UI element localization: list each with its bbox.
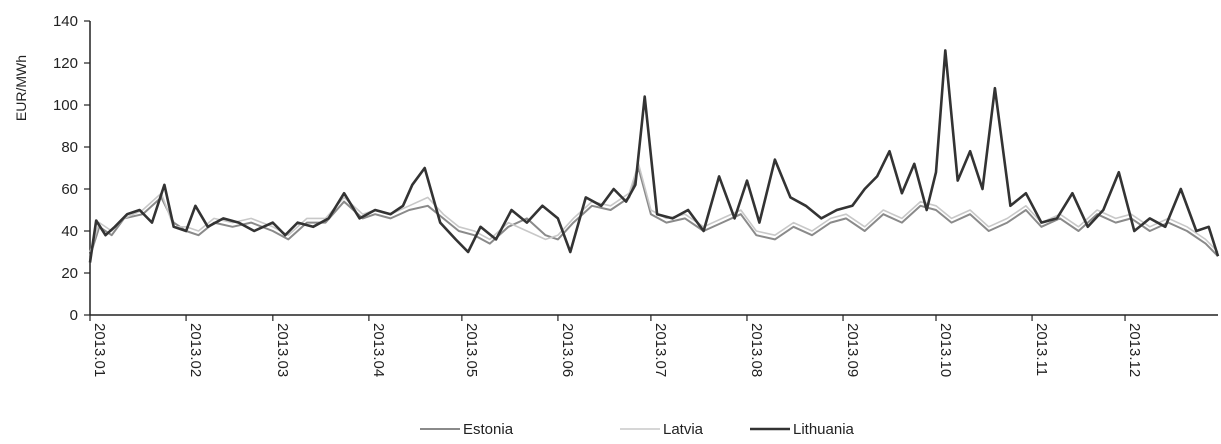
x-tick-label: 2013.05 <box>463 323 480 377</box>
x-tick-label: 2013.11 <box>1033 323 1050 376</box>
x-tick-label: 2013.04 <box>370 323 387 377</box>
x-tick-label: 2013.12 <box>1126 323 1143 377</box>
y-tick-label: 20 <box>61 265 78 282</box>
x-tick-label: 2013.09 <box>844 323 861 377</box>
y-tick-label: 80 <box>61 139 78 156</box>
x-tick-label: 2013.10 <box>937 323 954 377</box>
x-tick-label: 2013.02 <box>187 323 204 377</box>
y-axis-title: EUR/MWh <box>13 55 29 121</box>
series-line-latvia <box>89 163 1219 253</box>
x-tick-label: 2013.07 <box>652 323 669 377</box>
x-tick-label: 2013.01 <box>91 323 108 377</box>
y-tick-label: 120 <box>53 55 78 72</box>
x-tick-label: 2013.03 <box>274 323 291 377</box>
series-layer <box>88 49 1220 263</box>
axes <box>89 21 1218 316</box>
x-tick-label: 2013.06 <box>559 323 576 377</box>
legend-label-lithuania: Lithuania <box>793 421 855 438</box>
legend-label-estonia: Estonia <box>463 421 514 438</box>
series-line-lithuania <box>88 49 1220 263</box>
legend: Estonia Latvia Lithuania <box>420 421 855 438</box>
y-tick-label: 40 <box>61 223 78 240</box>
y-tick-label: 60 <box>61 181 78 198</box>
y-tick-label: 100 <box>53 97 78 114</box>
series-line-estonia <box>89 167 1219 257</box>
y-tick-label: 0 <box>70 307 78 324</box>
y-ticks: 0 20 40 60 80 100 120 140 <box>53 13 90 324</box>
legend-label-latvia: Latvia <box>663 421 704 438</box>
y-tick-label: 140 <box>53 13 78 30</box>
x-tick-label: 2013.08 <box>748 323 765 377</box>
x-ticks: 2013.01 2013.02 2013.03 2013.04 2013.05 2013.… <box>89 315 1143 377</box>
